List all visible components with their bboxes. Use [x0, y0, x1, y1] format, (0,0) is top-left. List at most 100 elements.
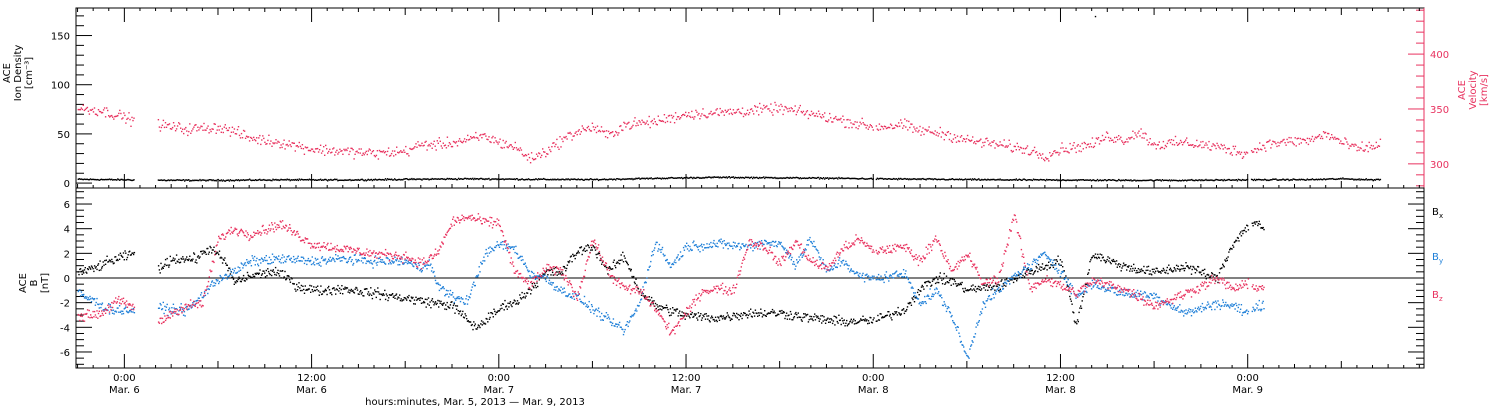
- top-data-point: [1255, 179, 1257, 182]
- top-data-point: [408, 179, 410, 181]
- top-data-point: [484, 178, 486, 181]
- b-data-point: [938, 275, 941, 278]
- top-data-point: [1020, 147, 1023, 149]
- top-data-point: [268, 134, 270, 136]
- b-data-point: [208, 288, 210, 291]
- top-data-point: [242, 129, 245, 132]
- top-data-point: [1192, 144, 1194, 146]
- top-data-point: [1197, 179, 1199, 182]
- top-data-point: [1043, 158, 1045, 161]
- b-data-point: [352, 291, 355, 293]
- top-data-point: [1213, 179, 1215, 182]
- b-data-point: [987, 289, 989, 291]
- top-data-point: [1022, 147, 1025, 150]
- top-data-point: [759, 102, 761, 105]
- top-data-point: [1239, 179, 1242, 181]
- b-data-point: [390, 263, 392, 265]
- top-data-point: [545, 155, 547, 158]
- top-data-point: [525, 154, 528, 157]
- top-data-point: [347, 179, 349, 181]
- top-data-point: [672, 115, 675, 118]
- b-data-point: [567, 295, 569, 297]
- b-data-point: [119, 311, 122, 313]
- b-data-point: [377, 261, 379, 263]
- b-data-point: [739, 315, 742, 318]
- b-data-point: [1032, 273, 1034, 276]
- top-data-point: [214, 179, 216, 182]
- b-data-point: [408, 262, 410, 264]
- b-data-point: [704, 247, 706, 249]
- top-data-point: [838, 118, 840, 120]
- b-data-point: [549, 269, 551, 271]
- b-data-point: [408, 294, 410, 297]
- top-data-point: [344, 179, 346, 181]
- top-data-point: [1277, 179, 1279, 181]
- top-data-point: [1287, 178, 1289, 181]
- b-data-point: [760, 308, 762, 310]
- top-data-point: [543, 151, 545, 153]
- top-data-point: [1171, 179, 1174, 182]
- b-data-point: [265, 269, 267, 272]
- b-data-point: [692, 316, 694, 318]
- top-data-point: [1218, 179, 1220, 181]
- b-data-point: [244, 262, 246, 264]
- top-data-point: [747, 176, 750, 179]
- b-data-point: [95, 266, 97, 268]
- top-data-point: [1306, 178, 1309, 180]
- b-data-point: [1222, 265, 1225, 267]
- b-data-point: [399, 299, 402, 302]
- top-data-point: [1132, 130, 1134, 132]
- top-data-point: [172, 122, 175, 124]
- top-data-point: [1280, 179, 1282, 181]
- b-data-point: [345, 288, 347, 290]
- b-data-point: [466, 318, 468, 320]
- b-data-point: [1130, 265, 1133, 267]
- top-data-point: [1013, 178, 1015, 181]
- b-data-point: [681, 255, 683, 258]
- b-data-point: [346, 261, 349, 264]
- b-data-point: [211, 280, 214, 282]
- b-data-point: [546, 269, 548, 271]
- b-data-point: [636, 284, 638, 286]
- b-data-point: [638, 305, 640, 307]
- top-data-point: [1313, 179, 1316, 181]
- b-data-point: [657, 306, 659, 308]
- top-data-point: [472, 136, 474, 139]
- top-data-point: [542, 148, 544, 150]
- top-data-point: [260, 179, 262, 181]
- top-data-point: [888, 126, 891, 129]
- top-data-point: [1092, 179, 1095, 181]
- b-data-point: [451, 301, 453, 303]
- b-data-point: [1143, 265, 1145, 268]
- b-data-point: [1186, 265, 1189, 267]
- b-data-point: [1084, 283, 1087, 285]
- b-data-point: [187, 259, 189, 262]
- b-data-point: [1246, 225, 1249, 227]
- top-data-point: [702, 176, 704, 179]
- b-data-point: [814, 313, 816, 315]
- b-data-point: [579, 300, 582, 303]
- top-data-point: [636, 122, 638, 124]
- top-data-point: [808, 113, 811, 116]
- b-data-point: [406, 299, 408, 301]
- top-data-point: [903, 125, 905, 127]
- top-data-point: [235, 133, 238, 135]
- b-data-point: [1161, 269, 1163, 272]
- b-data-point: [1004, 279, 1006, 281]
- b-data-point: [477, 326, 479, 329]
- top-data-point: [1021, 179, 1024, 181]
- b-data-point: [572, 253, 574, 256]
- top-data-point: [821, 114, 824, 116]
- top-data-point: [1296, 179, 1298, 181]
- b-data-point: [1198, 271, 1200, 273]
- b-data-point: [700, 243, 703, 245]
- top-data-point: [202, 129, 204, 131]
- top-data-point: [797, 109, 799, 111]
- b-data-point: [970, 285, 973, 287]
- top-data-point: [1142, 179, 1144, 182]
- b-data-point: [679, 310, 681, 312]
- b-data-point: [794, 313, 796, 315]
- b-data-point: [427, 264, 429, 266]
- top-data-point: [247, 136, 250, 138]
- top-data-point: [339, 148, 341, 150]
